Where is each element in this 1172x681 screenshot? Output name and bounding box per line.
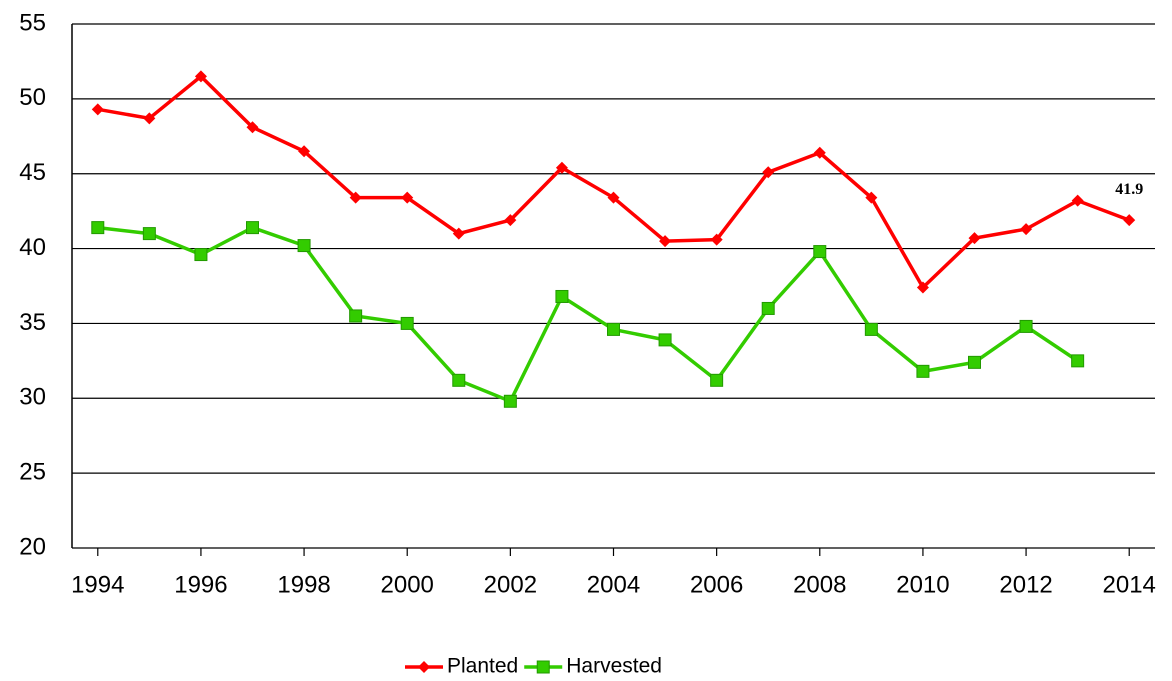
x-tick-label: 2004 [587, 571, 640, 598]
x-tick-label: 1998 [277, 571, 330, 598]
x-tick-label: 1996 [174, 571, 227, 598]
point [968, 355, 981, 369]
y-tick-label: 30 [19, 384, 46, 411]
y-tick-label: 25 [19, 458, 46, 485]
point [710, 233, 723, 246]
point [555, 161, 568, 174]
legend-marker [418, 661, 430, 673]
point [864, 322, 878, 336]
legend-label: Harvested [566, 655, 662, 678]
point [504, 214, 517, 227]
point [659, 235, 672, 248]
point [400, 316, 414, 330]
point [813, 146, 826, 159]
point [658, 333, 672, 347]
point [194, 248, 208, 262]
series-line [97, 225, 1079, 404]
point [865, 191, 878, 204]
point [916, 364, 930, 378]
point [91, 221, 105, 235]
legend-marker [536, 660, 550, 674]
point [968, 232, 981, 245]
y-tick-label: 55 [19, 9, 46, 36]
y-tick-label: 45 [19, 159, 46, 186]
y-tick-label: 40 [19, 234, 46, 261]
x-tick-label: 2014 [1103, 571, 1156, 598]
point [1071, 194, 1084, 207]
point [194, 70, 207, 83]
x-tick-label: 2008 [793, 571, 846, 598]
x-tick-label: 2010 [896, 571, 949, 598]
point [297, 239, 311, 253]
legend-label: Planted [447, 655, 518, 678]
point [246, 221, 259, 235]
point [916, 281, 929, 294]
point [349, 309, 363, 323]
y-tick-label: 20 [19, 533, 46, 560]
point [142, 227, 156, 241]
point [813, 245, 827, 259]
point [401, 191, 414, 204]
point [503, 394, 517, 408]
point [761, 301, 775, 315]
point [710, 373, 724, 387]
point [555, 289, 569, 303]
point [452, 227, 465, 240]
x-tick-label: 1994 [71, 571, 124, 598]
x-tick-label: 2006 [690, 571, 743, 598]
point [1071, 354, 1085, 368]
point [1123, 214, 1136, 227]
data-label: 41.9 [1115, 181, 1143, 198]
point [1020, 223, 1033, 236]
point [607, 191, 620, 204]
x-tick-label: 2000 [381, 571, 434, 598]
series-line [97, 74, 1130, 291]
y-tick-label: 50 [19, 84, 46, 111]
point [607, 322, 620, 336]
point [349, 191, 362, 204]
point [1019, 319, 1033, 333]
x-tick-label: 2002 [484, 571, 537, 598]
point [91, 103, 104, 116]
point [246, 121, 259, 134]
point [143, 112, 156, 125]
y-tick-label: 35 [19, 309, 46, 336]
x-tick-label: 2012 [999, 571, 1052, 598]
point [762, 166, 775, 179]
point [298, 145, 311, 158]
point [452, 373, 466, 387]
